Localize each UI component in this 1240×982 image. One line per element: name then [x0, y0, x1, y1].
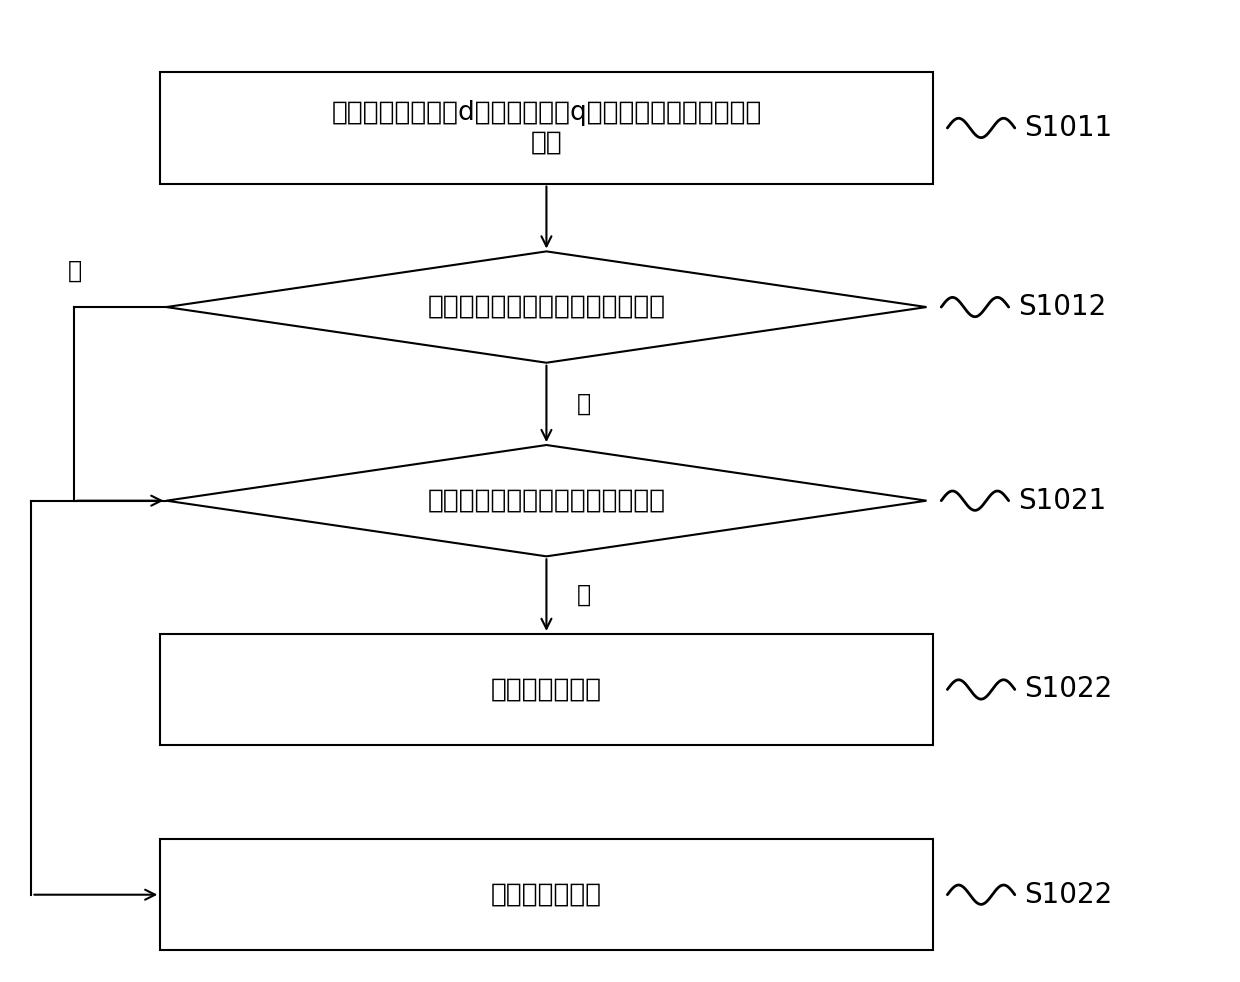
- Polygon shape: [166, 445, 926, 557]
- Text: S1021: S1021: [1018, 487, 1107, 515]
- Text: S1012: S1012: [1018, 293, 1107, 321]
- Text: 判断电压饱和率是否大于第一阈值: 判断电压饱和率是否大于第一阈值: [428, 488, 666, 514]
- FancyBboxPatch shape: [160, 73, 932, 184]
- Text: S1022: S1022: [1024, 881, 1112, 908]
- Text: 是: 是: [577, 583, 591, 607]
- FancyBboxPatch shape: [160, 633, 932, 745]
- Polygon shape: [166, 251, 926, 362]
- FancyBboxPatch shape: [160, 839, 932, 951]
- Text: 否: 否: [68, 259, 82, 283]
- Text: 是: 是: [577, 392, 591, 415]
- Text: 控制超前角减小: 控制超前角减小: [491, 882, 601, 907]
- Text: 控制超前角增加: 控制超前角增加: [491, 677, 601, 702]
- Text: 判断电压饱和率是否大于第二阈值: 判断电压饱和率是否大于第二阈值: [428, 294, 666, 320]
- Text: 根据电流环输出的d轴电压指令和q轴电压指令，获得电压饱
和率: 根据电流环输出的d轴电压指令和q轴电压指令，获得电压饱 和率: [331, 100, 761, 156]
- Text: S1011: S1011: [1024, 114, 1112, 142]
- Text: S1022: S1022: [1024, 676, 1112, 703]
